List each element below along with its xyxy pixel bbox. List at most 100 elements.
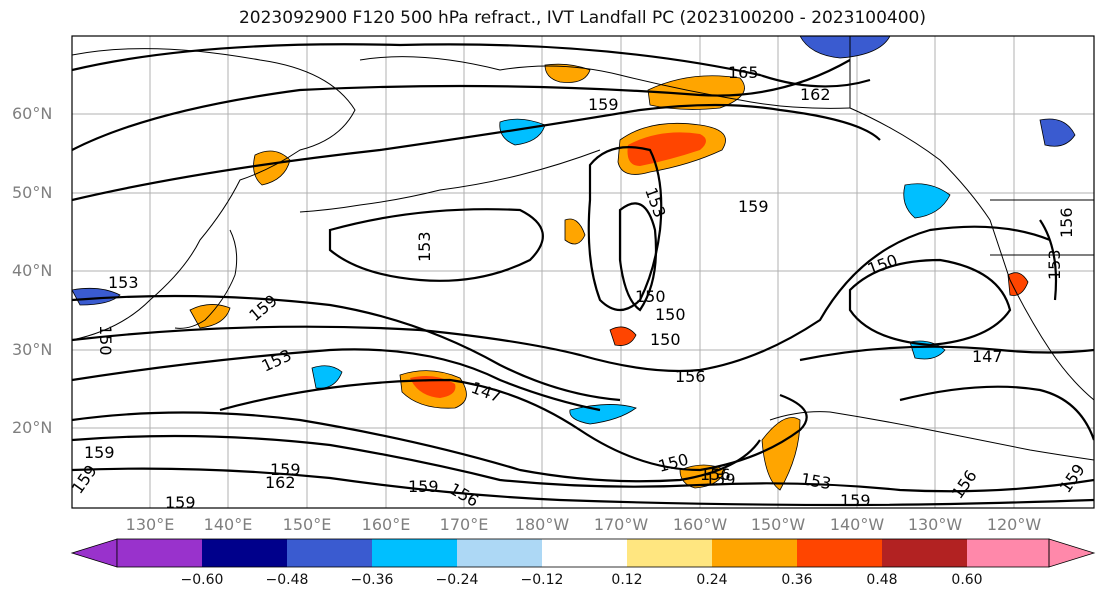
contour-label: 147 (972, 347, 1003, 366)
anomaly-fills (72, 36, 1076, 491)
anomaly-patch-canada-blue (1039, 118, 1076, 147)
gridlines (72, 36, 1094, 508)
contour-label: 156 (700, 465, 731, 484)
anomaly-patch-bc-blue (903, 183, 951, 219)
lon-label: 140°W (829, 515, 885, 534)
coastline-japan (174, 229, 238, 329)
contour-159-north (72, 103, 881, 202)
lat-label: 60°N (12, 104, 53, 123)
contour-165 (72, 43, 871, 88)
lon-label: 130°E (125, 515, 175, 534)
anomaly-patch-west-blue (72, 287, 121, 306)
contour-162 (72, 59, 851, 151)
contour-label: 162 (800, 85, 831, 104)
contour-label: 153 (108, 273, 139, 292)
contour-150-mid (72, 294, 621, 402)
colorbar-frame (116, 538, 1050, 568)
colorbar-tick-label: −0.24 (435, 572, 479, 588)
contours (72, 43, 1094, 507)
contour-label: 150 (96, 325, 115, 356)
contour-label: 159 (84, 443, 115, 462)
colorbar-swatch (372, 539, 457, 567)
colorbar-swatch (202, 539, 287, 567)
lon-label: 170°W (593, 515, 649, 534)
lon-label: 150°E (282, 515, 332, 534)
colorbar-tick-label: −0.48 (265, 572, 309, 588)
contour-159-se (899, 385, 1094, 441)
colorbar-swatch (117, 539, 202, 567)
colorbar-tick-label: 0.60 (951, 572, 983, 588)
lon-label: 170°E (439, 515, 489, 534)
colorbar-swatch (542, 539, 627, 567)
contour-label: 159 (165, 493, 196, 512)
colorbar-tick-label: 0.24 (696, 572, 728, 588)
contour-147-low (219, 378, 808, 472)
coastlines (72, 36, 1094, 461)
colorbar-swatch (882, 539, 967, 567)
anomaly-patch-bering-blue (499, 118, 546, 146)
anomaly-patch-canada-top (799, 36, 891, 59)
contour-159-south (72, 434, 1094, 493)
colorbar-tick-label: −0.12 (520, 572, 564, 588)
lon-label: 180°W (514, 515, 570, 534)
anomaly-patch-mid-pacific (609, 326, 637, 346)
contour-150-inner (618, 202, 658, 312)
lat-label: 30°N (12, 340, 53, 359)
lon-label: 150°W (750, 515, 806, 534)
colorbar-swatch (712, 539, 797, 567)
anomaly-patch-kamchatka (253, 150, 291, 186)
colorbar-swatch (797, 539, 882, 567)
contour-label: 162 (265, 473, 296, 492)
anomaly-patch-gulf-alaska-core (627, 132, 706, 166)
coastline-north-america (849, 107, 1094, 401)
coastline-mexico (769, 411, 1094, 461)
contour-label: 159 (705, 470, 736, 489)
contour-label: 159 (840, 491, 871, 510)
colorbar-tick-label: −0.36 (350, 572, 394, 588)
colorbar-low-extend (70, 538, 118, 568)
anomaly-patch-california (1007, 272, 1029, 296)
contour-label: 159 (270, 460, 301, 479)
contour-label: 159 (738, 197, 769, 216)
contour-label: 153 (415, 231, 434, 262)
contour-label: 153 (1045, 249, 1064, 280)
anomaly-patch-hawaii-blue (569, 404, 637, 425)
colorbar-swatch (287, 539, 372, 567)
contour-label: 159 (408, 477, 439, 496)
contour-150-east (848, 258, 1012, 347)
anomaly-patch-canada-orange (564, 218, 586, 245)
lon-label: 140°E (203, 515, 253, 534)
contour-label: 150 (635, 287, 666, 306)
colorbar-high-extend (1048, 538, 1096, 568)
colorbar-swatch (627, 539, 712, 567)
contour-label: 159 (588, 95, 619, 114)
lat-label: 40°N (12, 261, 53, 280)
anomaly-patch-alaska-north (544, 63, 591, 83)
lat-label: 50°N (12, 183, 53, 202)
contour-label: 150 (650, 330, 681, 349)
colorbar-tick-label: 0.48 (866, 572, 898, 588)
contour-153-mid (72, 348, 601, 412)
anomaly-patch-japan (189, 304, 231, 329)
map-frame (71, 35, 1095, 509)
contour-label: 165 (728, 63, 759, 82)
contour-label: 156 (1057, 207, 1076, 238)
colorbar-swatch (967, 539, 1049, 567)
contour-label: 156 (675, 367, 706, 386)
contour-153-trough (587, 146, 663, 312)
lon-label: 120°W (986, 515, 1042, 534)
lon-label: 160°W (672, 515, 728, 534)
coastline-aleutians (299, 149, 601, 213)
lon-label: 160°E (361, 515, 411, 534)
colorbar-tick-label: −0.60 (180, 572, 224, 588)
colorbar-swatch (457, 539, 542, 567)
coastline-alaska (359, 56, 851, 109)
map-background (72, 36, 1094, 508)
contour-153-loop (328, 208, 544, 282)
contour-147-east (799, 345, 1094, 362)
lat-label: 20°N (12, 418, 53, 437)
lon-label: 130°W (907, 515, 963, 534)
colorbar-tick-label: 0.36 (781, 572, 813, 588)
colorbar-tick-label: 0.12 (611, 572, 643, 588)
